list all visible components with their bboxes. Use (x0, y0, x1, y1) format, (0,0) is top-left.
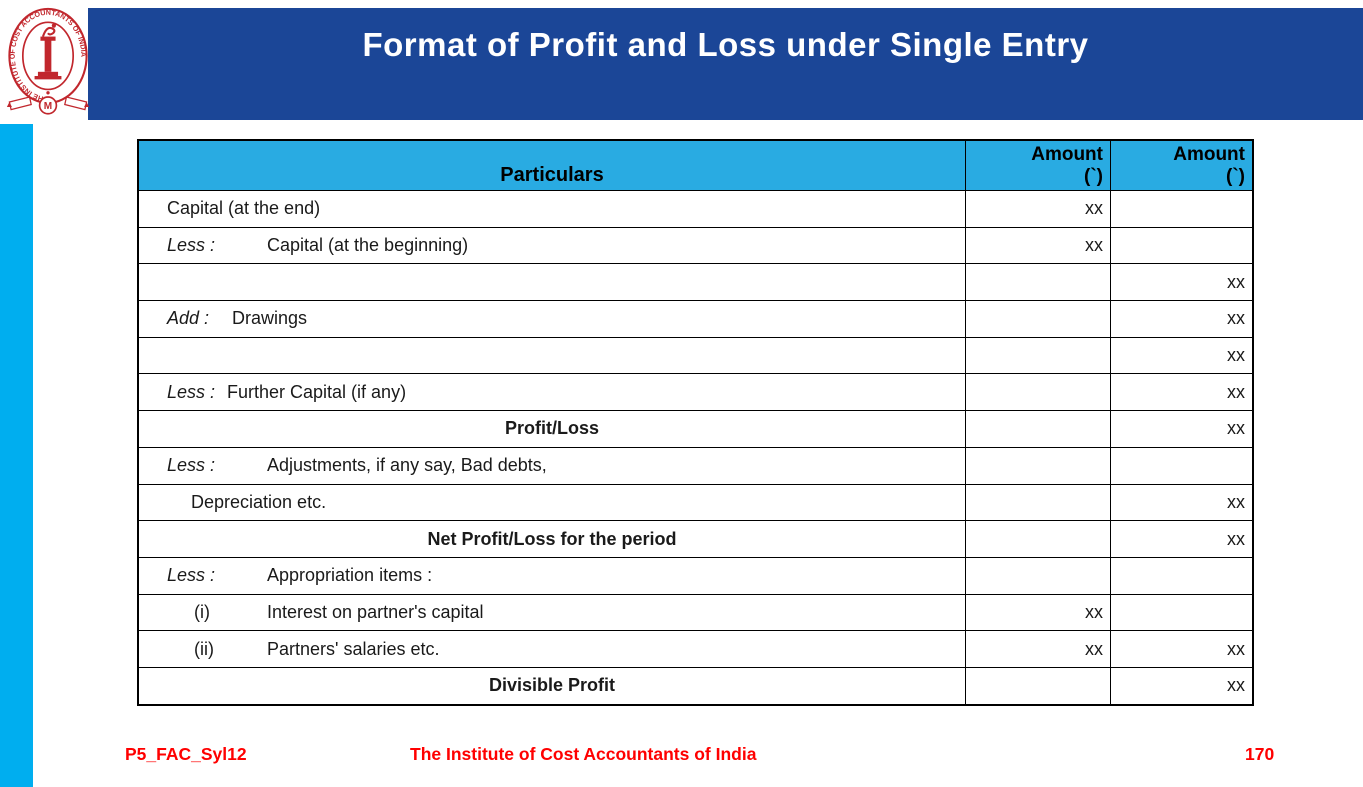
amount-1-cell: xx (965, 594, 1110, 631)
row-label: Profit/Loss (504, 418, 599, 439)
footer-page-number: 170 (1245, 744, 1275, 764)
amount-2-cell (1110, 594, 1252, 631)
table-row: Profit/Loss xx (139, 410, 1252, 447)
amount-2-cell: xx (1110, 374, 1252, 411)
table-row: xx (139, 263, 1252, 301)
amount-1-cell (965, 447, 1110, 484)
row-label: Adjustments, if any say, Bad debts, (267, 455, 547, 476)
amount-2-cell (1110, 227, 1252, 264)
amount-1-cell (965, 521, 1110, 557)
column-header-particulars: Particulars (500, 164, 604, 186)
row-prefix: Less : (167, 235, 216, 256)
row-label: Divisible Profit (488, 675, 616, 696)
amount-1-cell: xx (965, 227, 1110, 264)
row-label: Further Capital (if any) (227, 381, 407, 402)
amount-1-cell (965, 411, 1110, 447)
footer-doc-code: P5_FAC_Syl12 (125, 744, 247, 764)
amount-2-cell: xx (1110, 411, 1252, 447)
amount-2-cell (1110, 447, 1252, 484)
row-prefix: Less : (167, 455, 216, 476)
table-row: Less : Appropriation items : (139, 556, 1252, 594)
row-label: Partners' salaries etc. (267, 638, 440, 659)
amount-1-cell: xx (965, 191, 1110, 227)
row-label: Drawings (232, 308, 308, 329)
row-prefix: Less : (167, 381, 216, 402)
column-header-amount-2: Amount (`) (1110, 141, 1252, 190)
amount-2-cell: xx (1110, 667, 1252, 704)
row-label: Interest on partner's capital (267, 601, 484, 622)
table-row: (ii) Partners' salaries etc. xx xx (139, 630, 1252, 667)
row-prefix: Less : (167, 565, 216, 586)
table-row: Depreciation etc. xx (139, 483, 1252, 521)
amount-1-cell (965, 484, 1110, 521)
amount-1-cell (965, 557, 1110, 594)
amount-2-cell: xx (1110, 264, 1252, 301)
row-prefix: Add : (167, 308, 210, 329)
amount-2-cell (1110, 191, 1252, 227)
table-row: Net Profit/Loss for the period xx (139, 520, 1252, 557)
amount-2-cell: xx (1110, 337, 1252, 374)
amount-1-cell: xx (965, 631, 1110, 667)
left-accent-stripe (0, 124, 33, 787)
row-prefix: (i) (194, 601, 210, 622)
row-label: Net Profit/Loss for the period (427, 528, 677, 549)
table-header-row: Particulars Amount (`) Amount (`) (139, 141, 1252, 190)
table-row: Add : Drawings xx (139, 300, 1252, 337)
row-label: Depreciation etc. (191, 491, 327, 512)
table-row: Divisible Profit xx (139, 666, 1252, 704)
amount-2-cell: xx (1110, 631, 1252, 667)
table-row: xx (139, 336, 1252, 374)
table-row: Less : Further Capital (if any) xx (139, 373, 1252, 411)
amount-1-cell (965, 264, 1110, 301)
profit-loss-format-table: Particulars Amount (`) Amount (`) Capita… (137, 139, 1254, 706)
amount-2-cell (1110, 557, 1252, 594)
logo-medallion-letter: M (44, 101, 52, 112)
row-label: Capital (at the beginning) (267, 235, 469, 256)
table-row: Capital (at the end) xx (139, 190, 1252, 227)
row-label: Appropriation items : (267, 565, 433, 586)
table-row: Less : Capital (at the beginning) xx (139, 226, 1252, 264)
footer-institute-name: The Institute of Cost Accountants of Ind… (410, 744, 757, 764)
row-prefix: (ii) (194, 638, 214, 659)
amount-1-cell (965, 301, 1110, 337)
amount-1-cell (965, 374, 1110, 411)
row-label: Capital (at the end) (167, 198, 321, 219)
amount-2-cell: xx (1110, 484, 1252, 521)
amount-1-cell (965, 667, 1110, 704)
table-row: Less : Adjustments, if any say, Bad debt… (139, 446, 1252, 484)
amount-2-cell: xx (1110, 521, 1252, 557)
column-header-amount-1: Amount (`) (965, 141, 1110, 190)
institute-logo: THE INSTITUTE OF COST ACCOUNTANTS OF IND… (6, 3, 90, 123)
institute-emblem-icon: THE INSTITUTE OF COST ACCOUNTANTS OF IND… (6, 7, 90, 115)
amount-2-cell: xx (1110, 301, 1252, 337)
table-row: (i) Interest on partner's capital xx (139, 593, 1252, 631)
title-band: Format of Profit and Loss under Single E… (88, 8, 1363, 120)
amount-1-cell (965, 337, 1110, 374)
page-title: Format of Profit and Loss under Single E… (362, 26, 1089, 63)
